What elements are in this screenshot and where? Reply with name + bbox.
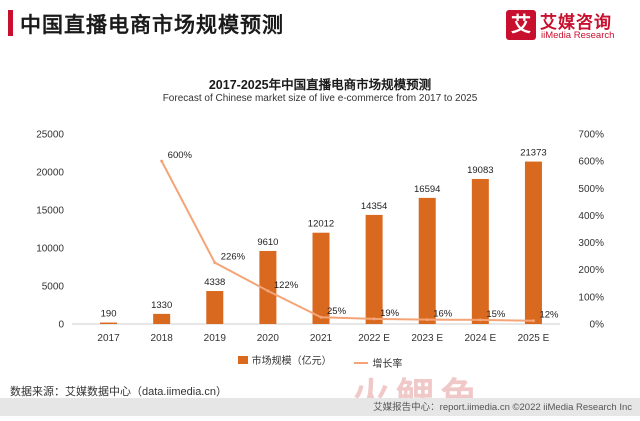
bar-value-label: 190 xyxy=(101,309,117,320)
growth-rate-point xyxy=(319,315,323,319)
growth-rate-point xyxy=(213,261,217,265)
y-right-tick-label: 500% xyxy=(578,184,604,195)
legend-item-growth-rate: 增长率 xyxy=(354,355,402,370)
bar xyxy=(418,197,436,324)
growth-rate-line xyxy=(160,160,534,322)
legend-swatch-bar xyxy=(237,355,248,364)
bar-value-label: 21373 xyxy=(520,148,546,159)
logo-mark: 艾 xyxy=(506,10,536,40)
y-right-tick-label: 100% xyxy=(578,292,604,303)
x-tick-label: 2018 xyxy=(151,333,174,344)
y-left-tick-label: 0 xyxy=(58,320,64,331)
bar xyxy=(153,313,171,324)
y-right-tick-label: 200% xyxy=(578,265,604,276)
bar-value-label: 19083 xyxy=(467,165,493,176)
bar-value-label: 16594 xyxy=(414,184,440,195)
growth-rate-label: 16% xyxy=(433,309,453,320)
x-tick-label: 2019 xyxy=(204,333,227,344)
chart-subtitle: Forecast of Chinese market size of live … xyxy=(162,93,478,104)
bar xyxy=(524,161,542,324)
growth-rate-point xyxy=(266,289,270,293)
title-accent-bar xyxy=(8,10,13,36)
bar xyxy=(365,214,383,324)
x-tick-label: 2021 xyxy=(310,333,333,344)
growth-rate-point xyxy=(160,159,164,163)
y-right-tick-label: 0% xyxy=(590,320,605,331)
growth-rate-point xyxy=(425,318,429,322)
y-left-tick-label: 25000 xyxy=(36,130,64,141)
x-tick-label: 2024 E xyxy=(464,333,496,344)
page-title: 中国直播电商市场规模预测 xyxy=(20,14,284,37)
y-right-tick-label: 600% xyxy=(578,157,604,168)
x-tick-label: 2017 xyxy=(97,333,120,344)
growth-rate-label: 25% xyxy=(327,306,347,317)
bar xyxy=(312,232,330,324)
bar-value-label: 14354 xyxy=(361,201,387,212)
legend-item-market-size: 市场规模（亿元） xyxy=(237,352,332,367)
x-tick-label: 2020 xyxy=(257,333,280,344)
chart-legend: 市场规模（亿元） 增长率 xyxy=(0,352,640,370)
bar xyxy=(100,322,118,324)
bar xyxy=(259,250,277,324)
y-right-tick-label: 400% xyxy=(578,211,604,222)
y-right-tick-label: 700% xyxy=(578,130,604,141)
x-tick-label: 2022 E xyxy=(358,333,390,344)
bar-value-label: 1330 xyxy=(151,300,172,311)
growth-rate-label: 122% xyxy=(274,280,299,291)
growth-rate-point xyxy=(372,317,376,321)
bar-value-label: 9610 xyxy=(257,237,278,248)
growth-rate-point xyxy=(478,318,482,322)
logo-name-en: iiMedia Research xyxy=(541,30,615,41)
growth-rate-label: 12% xyxy=(539,310,559,321)
y-left-tick-label: 5000 xyxy=(42,282,65,293)
growth-rate-label: 600% xyxy=(168,150,193,161)
y-right-tick-label: 300% xyxy=(578,238,604,249)
chart-title: 2017-2025年中国直播电商市场规模预测 xyxy=(208,78,432,92)
y-left-tick-label: 10000 xyxy=(36,244,64,255)
legend-label-growth-rate: 增长率 xyxy=(372,359,403,370)
bar xyxy=(206,291,224,324)
growth-rate-label: 15% xyxy=(486,309,506,320)
bar xyxy=(471,178,489,324)
x-tick-label: 2025 E xyxy=(518,333,550,344)
legend-swatch-line xyxy=(354,361,369,364)
growth-rate-label: 19% xyxy=(380,308,400,319)
legend-label-market-size: 市场规模（亿元） xyxy=(251,356,332,367)
growth-rate-point xyxy=(531,319,535,323)
growth-rate-label: 226% xyxy=(221,252,246,263)
x-tick-label: 2023 E xyxy=(411,333,443,344)
y-left-tick-label: 15000 xyxy=(36,206,64,217)
footer-bar xyxy=(0,398,640,416)
iimedia-logo: 艾 艾媒咨询 iiMedia Research xyxy=(506,8,626,52)
logo-name-cn: 艾媒咨询 xyxy=(540,13,612,32)
bar-value-label: 4338 xyxy=(204,277,225,288)
data-source: 数据来源：艾媒数据中心（data.iimedia.cn） xyxy=(10,386,227,398)
bar-value-label: 12012 xyxy=(308,219,334,230)
y-left-tick-label: 20000 xyxy=(36,168,64,179)
footer-text: 艾媒报告中心：report.iimedia.cn ©2022 iiMedia R… xyxy=(373,402,632,413)
